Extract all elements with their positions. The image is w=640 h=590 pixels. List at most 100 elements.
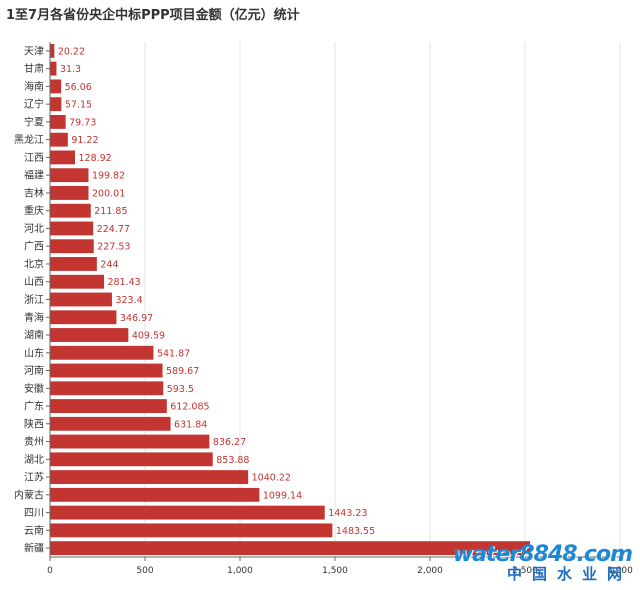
bar: [50, 541, 531, 556]
watermark-logo-text: water8848.com: [452, 542, 633, 567]
category-label: 四川: [24, 508, 44, 519]
bar: [50, 416, 171, 431]
category-label: 广东: [24, 400, 44, 413]
x-tick-label: 0: [47, 566, 53, 576]
category-label: 甘肃: [24, 62, 44, 75]
category-label: 北京: [24, 257, 44, 270]
bar: [50, 239, 94, 254]
bar: [50, 505, 325, 520]
category-label: 贵州: [24, 435, 44, 448]
category-label: 内蒙古: [14, 488, 44, 501]
bar: [50, 434, 210, 449]
category-label: 江苏: [24, 471, 44, 484]
watermark: water8848.com 中国水业网: [452, 542, 633, 584]
data-label: 541.87: [157, 348, 190, 359]
category-label: 湖南: [24, 329, 44, 342]
chart-title: 1至7月各省份央企中标PPP项目金额（亿元）统计: [6, 8, 300, 23]
data-label: 1099.14: [263, 490, 302, 501]
bar: [50, 452, 213, 467]
bar: [50, 292, 112, 307]
data-label: 224.77: [97, 224, 130, 235]
bar: [50, 470, 249, 485]
x-tick-label: 2,500: [512, 566, 538, 576]
data-label: 128.92: [78, 153, 111, 164]
data-label: 853.88: [216, 455, 249, 466]
data-label: 211.85: [94, 206, 127, 217]
bar: [50, 168, 89, 183]
bar: [50, 345, 154, 360]
data-label: 56.06: [65, 82, 92, 93]
category-label: 山东: [24, 346, 44, 359]
category-label: 河北: [24, 223, 44, 235]
category-label: 陕西: [24, 417, 44, 430]
bar: [50, 487, 260, 502]
data-label: 227.53: [97, 242, 130, 253]
bar-layer: [50, 43, 531, 556]
bar: [50, 132, 68, 147]
category-label: 海南: [24, 80, 44, 93]
x-tick-label: 2,000: [417, 566, 443, 576]
x-tick-label: 500: [136, 566, 153, 576]
data-label: 631.84: [174, 419, 207, 430]
category-label: 湖北: [24, 454, 44, 466]
data-label: 79.73: [69, 117, 96, 128]
bar: [50, 363, 163, 378]
data-label: 1040.22: [252, 473, 291, 484]
bar: [50, 523, 333, 538]
category-label: 安徽: [24, 382, 44, 395]
category-label: 山西: [24, 276, 44, 288]
data-label: 281.43: [107, 277, 140, 288]
category-label: 天津: [24, 45, 44, 57]
x-tick-label: 3,000: [607, 566, 633, 576]
bar: [50, 274, 104, 289]
data-label: 1443.23: [328, 508, 367, 519]
x-tick-label: 1,000: [227, 566, 253, 576]
bar: [50, 399, 167, 413]
category-label: 浙江: [24, 294, 44, 306]
category-label: 云南: [24, 524, 44, 537]
bar: [50, 150, 75, 165]
data-label: 589.67: [166, 366, 199, 377]
bar: [50, 203, 91, 218]
data-label: 409.59: [132, 331, 165, 342]
data-label: 593.5: [167, 384, 194, 395]
category-label: 江西: [24, 152, 44, 164]
data-label: 244: [100, 259, 118, 270]
bar: [50, 97, 62, 112]
bar: [50, 310, 117, 325]
data-label: 20.22: [58, 46, 85, 57]
bar: [50, 43, 55, 58]
data-label: 200.01: [92, 188, 125, 199]
category-label: 黑龙江: [14, 133, 44, 146]
category-label: 辽宁: [24, 98, 44, 111]
watermark-site-name: 中国水业网: [506, 565, 632, 583]
bar: [50, 61, 57, 76]
data-label: 612.085: [170, 402, 209, 413]
bar: [50, 79, 62, 94]
category-label: 河南: [24, 364, 44, 377]
data-label: 1483.55: [336, 526, 375, 537]
data-label: 323.4: [115, 295, 142, 306]
category-label: 新疆: [24, 542, 44, 555]
bar: [50, 328, 129, 342]
category-label: 福建: [24, 169, 44, 182]
data-label: 836.27: [213, 437, 246, 448]
bar: [50, 186, 89, 200]
category-label: 宁夏: [24, 115, 44, 128]
axis-layer: 0 500 1,000 1,500 2,000 2,500 3,000 天津 20.22 甘肃 31…: [14, 42, 633, 576]
bar: [50, 114, 66, 129]
category-label: 重庆: [24, 204, 44, 217]
data-label: 346.97: [120, 313, 153, 324]
bar: [50, 381, 164, 396]
category-label: 广西: [24, 241, 44, 253]
data-label: 199.82: [92, 171, 125, 182]
category-label: 吉林: [24, 186, 44, 199]
data-label: 31.3: [60, 64, 81, 75]
bar: [50, 257, 97, 271]
bar: [50, 221, 94, 236]
data-label: 57.15: [65, 100, 92, 111]
x-tick-label: 1,500: [322, 566, 348, 576]
category-label: 青海: [24, 311, 44, 324]
data-label: 91.22: [71, 135, 98, 146]
